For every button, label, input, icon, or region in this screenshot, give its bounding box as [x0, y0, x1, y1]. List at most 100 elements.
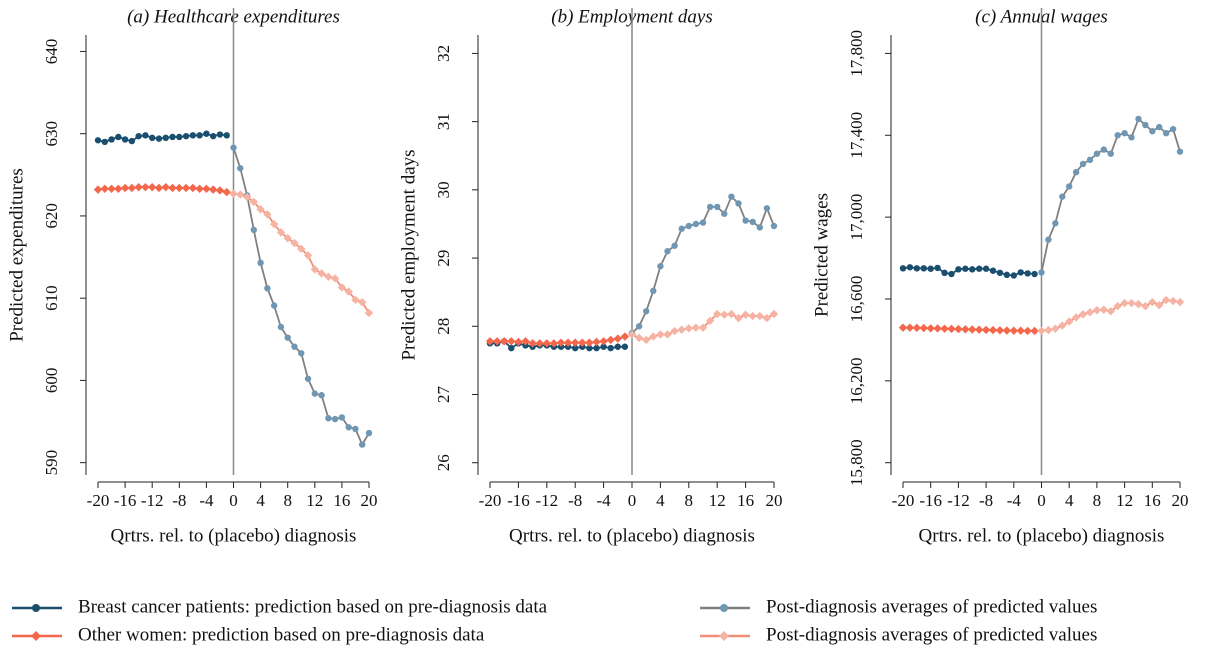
marker [128, 137, 136, 145]
y-axis-label: Predicted expenditures [6, 168, 27, 342]
x-tick-label: 20 [361, 491, 378, 510]
marker [304, 375, 312, 382]
x-tick-label: 8 [283, 491, 292, 510]
marker [649, 332, 658, 341]
y-tick-label: 620 [42, 203, 61, 229]
x-tick-label: -4 [1007, 491, 1022, 510]
marker [962, 265, 969, 272]
marker [1059, 193, 1066, 200]
marker [989, 267, 997, 274]
marker [324, 272, 333, 281]
marker [1176, 148, 1184, 155]
legend-label: Breast cancer patients: prediction based… [78, 596, 548, 617]
marker [905, 323, 915, 332]
marker [762, 313, 772, 323]
marker [108, 136, 115, 143]
marker [1113, 301, 1122, 311]
marker [1017, 269, 1024, 276]
marker [208, 185, 218, 194]
x-tick-label: -16 [507, 491, 530, 510]
y-tick-label: 31 [434, 113, 453, 130]
marker [338, 414, 346, 421]
marker [742, 217, 749, 224]
marker [298, 350, 305, 357]
legend-label: Post-diagnosis averages of predicted val… [766, 596, 1097, 617]
y-tick-label: 16,600 [847, 276, 866, 323]
marker [141, 182, 150, 192]
marker [650, 287, 657, 295]
marker [508, 344, 515, 352]
marker [664, 248, 671, 255]
marker [1120, 298, 1129, 308]
marker [1023, 326, 1032, 336]
marker [770, 222, 778, 230]
marker [1045, 236, 1052, 243]
x-tick-label: 0 [628, 491, 637, 510]
marker [168, 183, 177, 193]
marker [948, 270, 955, 278]
marker [714, 203, 721, 211]
marker [229, 189, 238, 198]
marker [345, 424, 352, 431]
marker [947, 324, 956, 334]
marker [549, 339, 559, 348]
marker [614, 343, 621, 350]
marker [975, 265, 983, 272]
marker [1030, 326, 1039, 336]
marker [906, 264, 914, 271]
marker [269, 219, 279, 229]
marker [283, 233, 292, 243]
x-tick-label: 0 [1037, 491, 1046, 510]
marker [303, 251, 313, 260]
marker [485, 337, 495, 346]
marker [933, 324, 942, 333]
marker [755, 311, 764, 321]
marker [1052, 220, 1059, 227]
marker [325, 415, 332, 422]
x-tick-label: 12 [1116, 491, 1133, 510]
marker [1072, 168, 1080, 176]
marker [572, 344, 579, 352]
marker [727, 309, 736, 319]
y-tick-label: 26 [434, 454, 453, 471]
marker [222, 187, 231, 197]
x-tick-label: 4 [256, 491, 265, 510]
marker [257, 259, 264, 267]
x-tick-label: -8 [979, 491, 993, 510]
marker [154, 183, 164, 193]
marker [1085, 308, 1095, 317]
marker [1127, 298, 1136, 308]
marker [1175, 297, 1185, 307]
marker [635, 323, 643, 330]
marker [684, 324, 693, 333]
marker [1149, 127, 1156, 135]
marker [934, 264, 941, 272]
marker [1135, 115, 1142, 123]
marker [1078, 310, 1088, 319]
marker [1093, 150, 1101, 157]
marker [94, 137, 102, 144]
x-tick-label: 20 [766, 491, 783, 510]
y-axis-label: Predicted wages [811, 193, 832, 317]
marker [982, 265, 990, 272]
marker [592, 337, 601, 347]
marker [1066, 183, 1073, 190]
marker [127, 183, 137, 193]
x-tick-label: -20 [479, 491, 502, 510]
marker [941, 269, 948, 277]
legend-label: Other women: prediction based on pre-dia… [78, 624, 485, 645]
marker [297, 244, 306, 254]
marker [351, 295, 360, 305]
marker [1161, 295, 1171, 305]
marker [643, 308, 650, 315]
marker [969, 266, 976, 273]
marker [1002, 326, 1012, 335]
marker [230, 144, 237, 151]
x-tick-label: -8 [172, 491, 186, 510]
marker [148, 182, 157, 192]
marker [291, 343, 298, 350]
marker [359, 441, 366, 448]
marker [162, 134, 169, 142]
marker [642, 335, 651, 345]
